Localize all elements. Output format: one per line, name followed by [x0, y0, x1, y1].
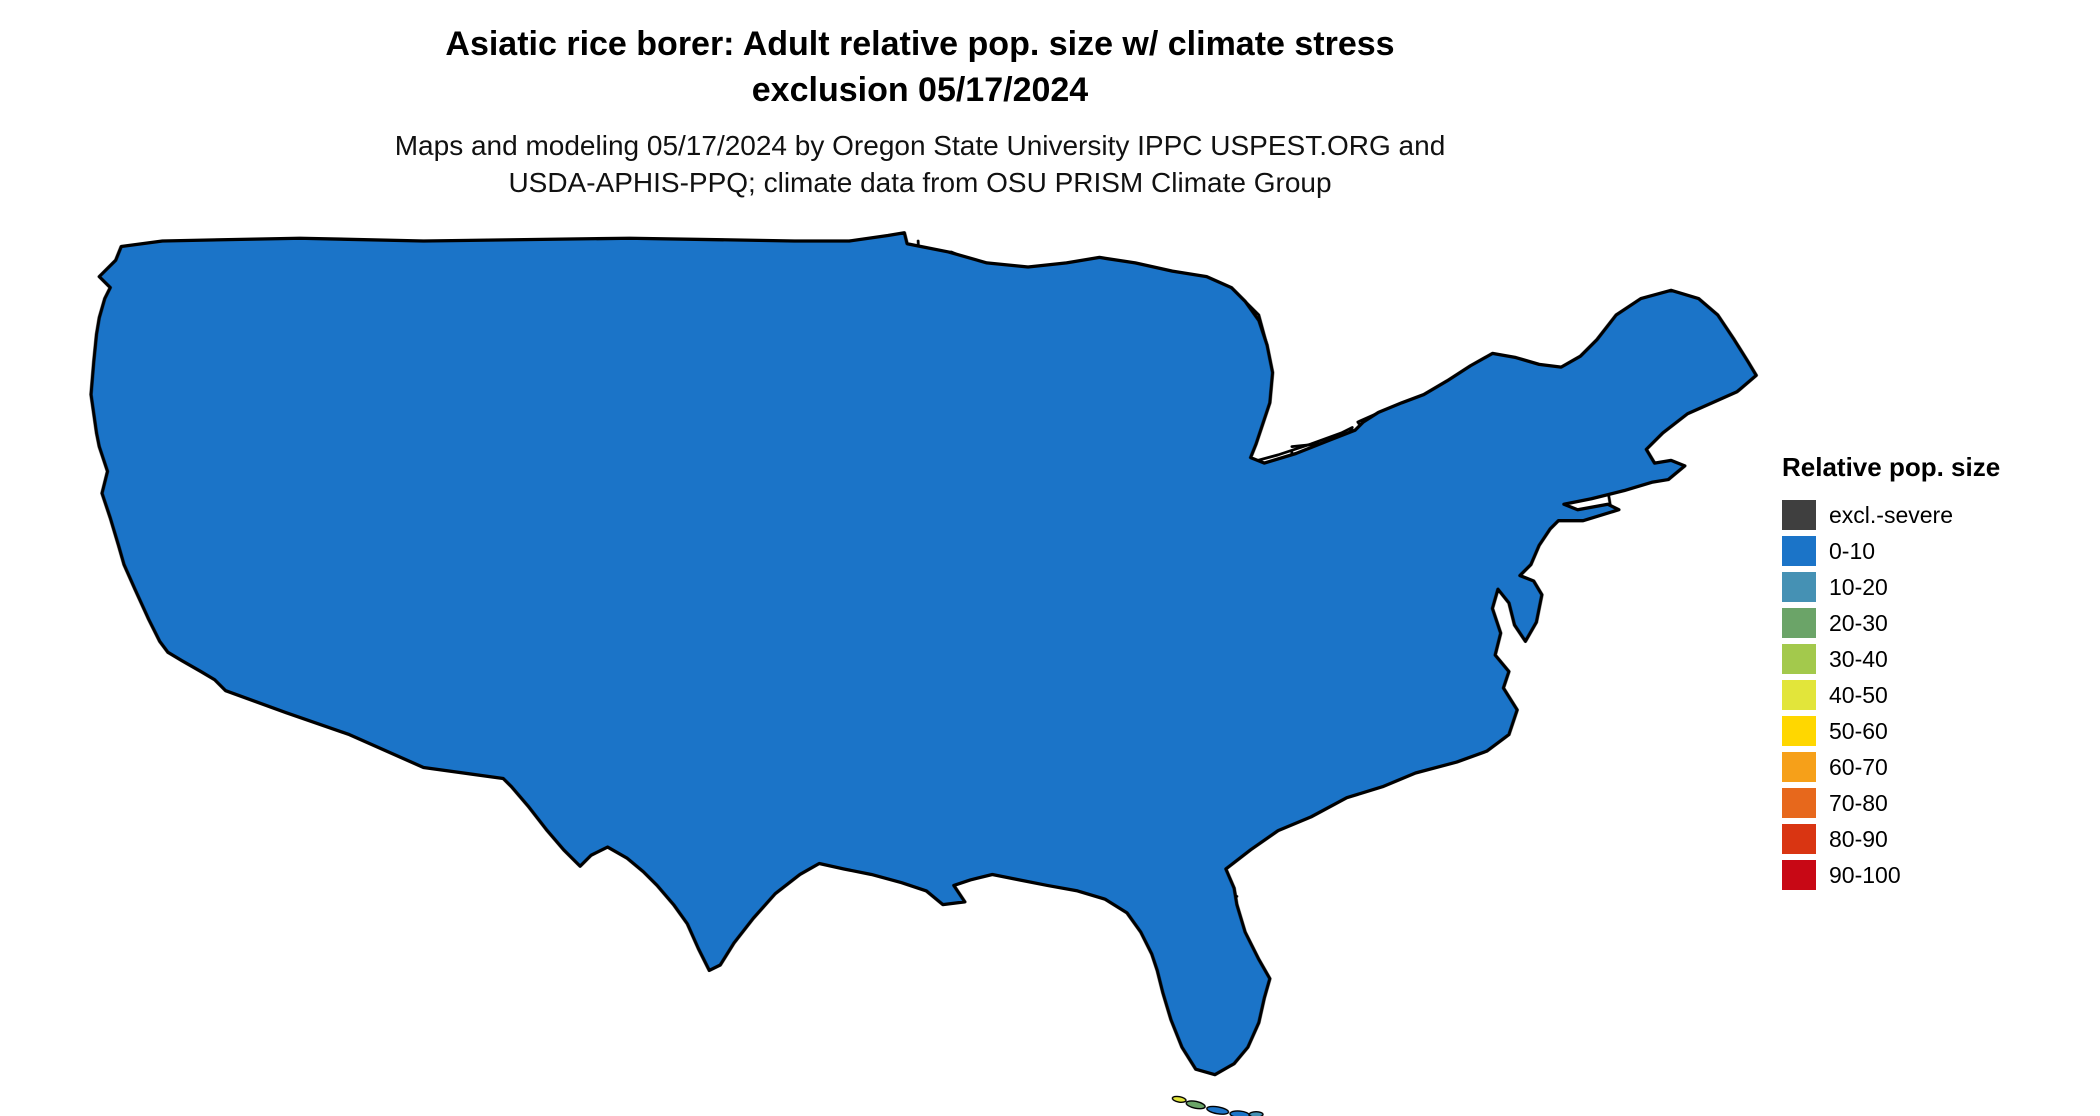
national-border [89, 231, 1758, 1077]
legend-row: 10-20 [1782, 569, 2082, 605]
legend-swatch [1782, 860, 1816, 890]
legend-label: 40-50 [1829, 681, 1888, 708]
legend-row: 70-80 [1782, 785, 2082, 821]
map-subtitle-line2: USDA-APHIS-PPQ; climate data from OSU PR… [508, 166, 1332, 198]
legend-label: 70-80 [1829, 789, 1888, 816]
legend-row: 80-90 [1782, 821, 2082, 857]
map-subtitle-line1: Maps and modeling 05/17/2024 by Oregon S… [394, 129, 1446, 161]
page-title-line2: exclusion 05/17/2024 [751, 70, 1089, 109]
legend-row: 40-50 [1782, 677, 2082, 713]
legend-swatch [1782, 644, 1816, 674]
us-map-svg [89, 231, 1758, 1116]
legend-row: 90-100 [1782, 857, 2082, 893]
legend-label: 10-20 [1829, 573, 1888, 600]
title-block: Asiatic rice borer: Adult relative pop. … [0, 22, 1840, 202]
legend-label: 80-90 [1829, 825, 1888, 852]
legend-label: 90-100 [1829, 861, 1901, 888]
legend-swatch [1782, 500, 1816, 530]
legend-row: 60-70 [1782, 749, 2082, 785]
legend-swatch [1782, 536, 1816, 566]
legend-label: 20-30 [1829, 609, 1888, 636]
legend-swatch [1782, 572, 1816, 602]
legend-label: 30-40 [1829, 645, 1888, 672]
legend-row: 20-30 [1782, 605, 2082, 641]
legend-swatch [1782, 680, 1816, 710]
legend-swatch [1782, 608, 1816, 638]
legend-row: excl.-severe [1782, 497, 2082, 533]
legend-label: 60-70 [1829, 753, 1888, 780]
legend-swatch [1782, 752, 1816, 782]
legend-label: 0-10 [1829, 537, 1876, 564]
legend-swatch [1782, 716, 1816, 746]
legend-title: Relative pop. size [1782, 452, 2001, 482]
page-title: Asiatic rice borer: Adult relative pop. … [0, 22, 1840, 114]
legend-row: 30-40 [1782, 641, 2082, 677]
legend-row: 0-10 [1782, 533, 2082, 569]
map-subtitle: Maps and modeling 05/17/2024 by Oregon S… [0, 128, 1840, 202]
legend-row: 50-60 [1782, 713, 2082, 749]
us-map [80, 230, 1770, 1116]
florida-keys [1171, 1095, 1264, 1116]
legend: Relative pop. size excl.-severe 0-10 10-… [1782, 452, 2082, 893]
legend-label: excl.-severe [1829, 501, 1953, 528]
legend-label: 50-60 [1829, 717, 1888, 744]
legend-swatch [1782, 788, 1816, 818]
legend-swatch [1782, 824, 1816, 854]
page-title-line1: Asiatic rice borer: Adult relative pop. … [445, 25, 1395, 63]
